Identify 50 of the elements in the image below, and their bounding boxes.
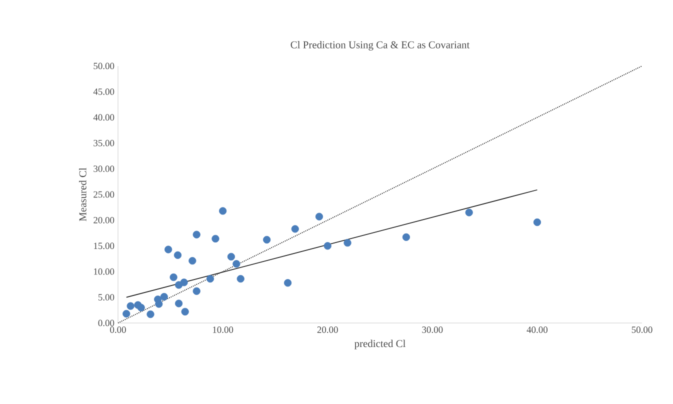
point — [164, 246, 172, 254]
y-axis-title: Measured Cl — [78, 168, 86, 222]
point — [192, 230, 200, 238]
point — [126, 302, 134, 310]
point — [263, 236, 271, 244]
point — [402, 233, 410, 241]
point — [232, 260, 240, 268]
point — [219, 207, 227, 215]
x-tick-label: 10.00 — [212, 326, 234, 333]
x-axis-title: predicted Cl — [354, 340, 406, 350]
x-tick-label: 40.00 — [526, 326, 548, 333]
y-tick-label: 5.00 — [98, 294, 114, 301]
point — [284, 279, 292, 287]
y-tick-label: 35.00 — [94, 140, 114, 146]
point — [206, 274, 214, 283]
point — [236, 274, 244, 283]
point — [212, 234, 220, 243]
point — [122, 310, 130, 318]
point — [227, 252, 235, 260]
point — [146, 310, 154, 318]
point — [137, 304, 145, 312]
point — [188, 257, 196, 265]
point — [192, 287, 200, 295]
point — [344, 239, 352, 247]
y-tick-label: 45.00 — [93, 88, 114, 95]
point — [533, 218, 542, 226]
point — [291, 225, 299, 233]
point — [315, 212, 324, 220]
y-tick-label: 15.00 — [94, 242, 114, 250]
y-tick-label: 0.00 — [98, 320, 114, 326]
x-tick-label: 30.00 — [422, 326, 443, 333]
x-tick-label: 0.00 — [110, 326, 126, 333]
point — [170, 273, 178, 282]
point — [181, 308, 189, 316]
y-tick-label: 25.00 — [94, 191, 114, 198]
chart-title: Cl Prediction Using Ca & EC as Covariant — [290, 40, 470, 50]
y-tick-label: 30.00 — [94, 166, 114, 172]
point — [160, 292, 168, 301]
y-tick-label: 50.00 — [94, 62, 114, 70]
y-tick-label: 10.00 — [94, 268, 114, 275]
x-tick-label: 50.00 — [632, 326, 652, 333]
x-tick-label: 20.00 — [317, 326, 338, 333]
point — [180, 278, 188, 286]
y-tick-label: 20.00 — [94, 216, 114, 224]
y-tick-label: 40.00 — [93, 114, 114, 121]
point — [324, 242, 332, 250]
point — [174, 300, 183, 308]
point — [465, 208, 473, 216]
point — [174, 251, 182, 259]
point — [155, 300, 163, 308]
